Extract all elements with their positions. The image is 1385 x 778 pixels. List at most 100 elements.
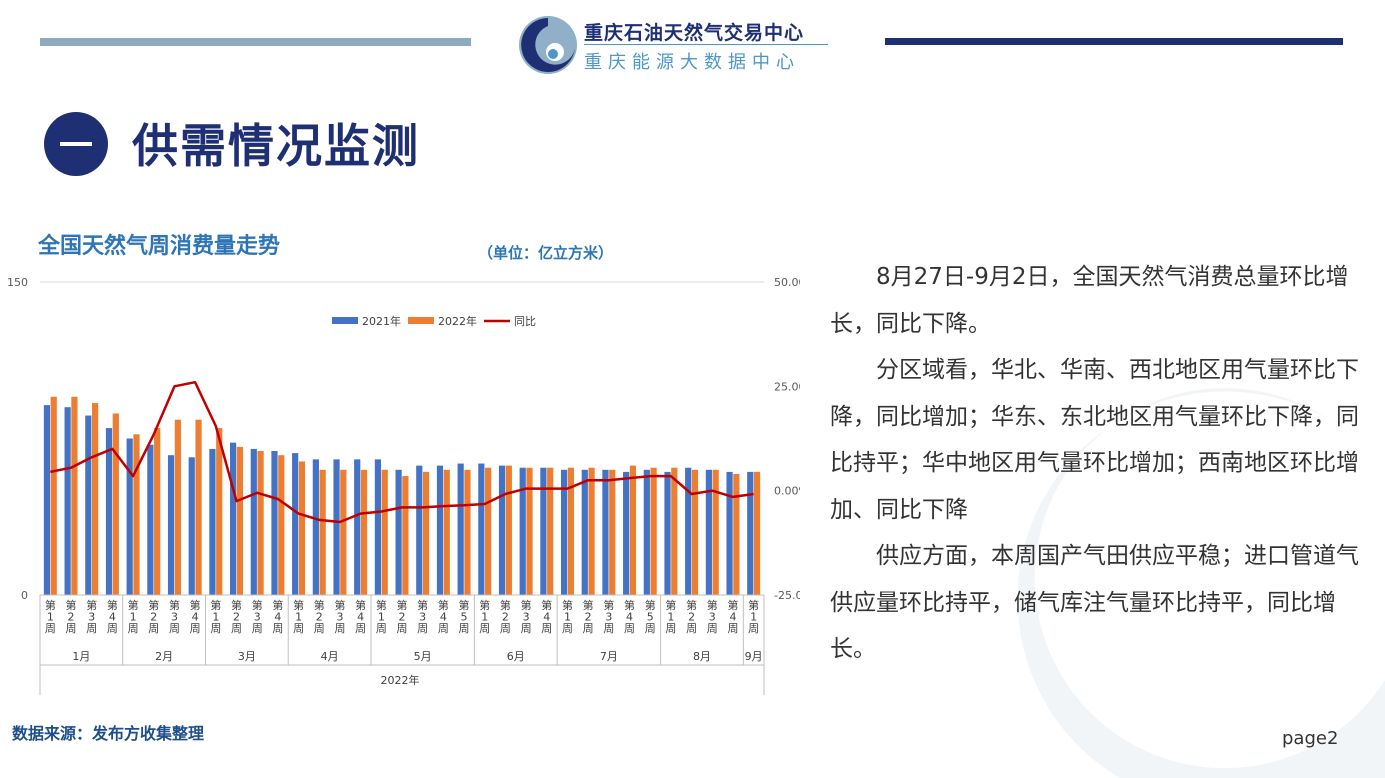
month-label: 5月	[414, 650, 432, 663]
bar-2022年	[443, 469, 450, 595]
bar-2021年	[292, 453, 299, 595]
bar-2022年	[733, 473, 740, 595]
bar-2022年	[547, 467, 554, 595]
month-label: 7月	[600, 650, 618, 663]
chart-title: 全国天然气周消费量走势	[38, 234, 281, 259]
bar-2022年	[422, 471, 430, 595]
section-title: 供需情况监测	[132, 119, 420, 173]
bar-2022年	[505, 465, 512, 595]
bar-2022年	[154, 428, 161, 595]
swirl-logo-icon	[519, 16, 577, 74]
month-label: 9月	[745, 650, 763, 663]
bar-2022年	[257, 451, 264, 595]
bar-2022年	[381, 469, 388, 595]
bar-2021年	[540, 467, 547, 595]
header-rule-left	[40, 38, 471, 46]
month-label: 6月	[507, 650, 525, 663]
bar-2021年	[664, 471, 671, 595]
summary-paragraph-1: 8月27日-9月2日，全国天然气消费总量环比增长，同比下降。	[830, 264, 1349, 337]
bar-2022年	[567, 467, 574, 595]
month-label: 3月	[238, 650, 256, 663]
legend-swatch	[332, 317, 358, 324]
bar-2022年	[319, 469, 326, 595]
data-source: 数据来源：发布方收集整理	[12, 724, 205, 743]
bar-2021年	[312, 459, 319, 595]
bar-2022年	[112, 413, 119, 595]
bar-2021年	[167, 455, 175, 595]
bar-2021年	[602, 469, 609, 595]
bar-2021年	[747, 471, 754, 595]
summary-text: 8月27日-9月2日，全国天然气消费总量环比增长，同比下降。 分区域看，华北、华…	[830, 254, 1378, 673]
bar-2022年	[588, 467, 595, 595]
bar-2021年	[230, 442, 237, 595]
summary-paragraph-3: 供应方面，本周国产气田供应平稳；进口管道气供应量环比持平，储气库注气量环比持平，…	[830, 543, 1359, 662]
year-label: 2022年	[381, 673, 420, 687]
bar-2021年	[623, 471, 630, 595]
month-label: 1月	[72, 650, 90, 663]
bar-2021年	[85, 415, 92, 595]
legend-label: 2021年	[362, 314, 401, 328]
bar-2021年	[457, 463, 464, 595]
bar-2021年	[188, 457, 195, 595]
bar-2021年	[685, 467, 692, 595]
bar-2021年	[43, 405, 51, 595]
y-right-tick-label: 25.00%	[774, 380, 800, 393]
summary-paragraph-2: 分区域看，华北、华南、西北地区用气量环比下降，同比增加；华东、东北地区用气量环比…	[830, 357, 1359, 523]
bar-2022年	[340, 469, 347, 595]
chart-unit: （单位：亿立方米）	[478, 244, 614, 262]
bar-2021年	[478, 463, 485, 595]
bar-2021年	[498, 465, 506, 595]
bar-2022年	[671, 467, 678, 595]
bar-2021年	[374, 459, 382, 595]
y-left-tick-label: 0	[21, 589, 28, 602]
org-subname: 重庆能源大数据中心	[584, 52, 800, 73]
bar-2021年	[581, 469, 588, 595]
bar-2022年	[174, 419, 181, 595]
bar-2021年	[333, 459, 340, 595]
bar-2021年	[147, 444, 154, 595]
month-label: 8月	[693, 650, 711, 663]
bar-2021年	[105, 428, 113, 595]
consumption-chart: 0150-25.00%0.00%25.00%50.00%第1周第2周第3周第4周…	[7, 276, 800, 695]
bar-2022年	[526, 467, 533, 595]
page-number: page2	[1282, 728, 1339, 749]
bar-2021年	[126, 438, 133, 595]
header-rule-right	[885, 38, 1343, 45]
bar-2022年	[609, 469, 616, 595]
bar-2022年	[50, 396, 57, 595]
org-name: 重庆石油天然气交易中心	[584, 22, 805, 44]
bar-2022年	[402, 476, 409, 595]
bar-2021年	[416, 465, 423, 595]
bar-2021年	[354, 459, 361, 595]
bar-2021年	[519, 467, 526, 595]
legend-label: 同比	[514, 315, 536, 328]
y-right-tick-label: -25.00%	[774, 589, 800, 602]
bar-2021年	[271, 451, 278, 595]
bar-2022年	[298, 461, 306, 595]
bar-2022年	[464, 469, 471, 595]
